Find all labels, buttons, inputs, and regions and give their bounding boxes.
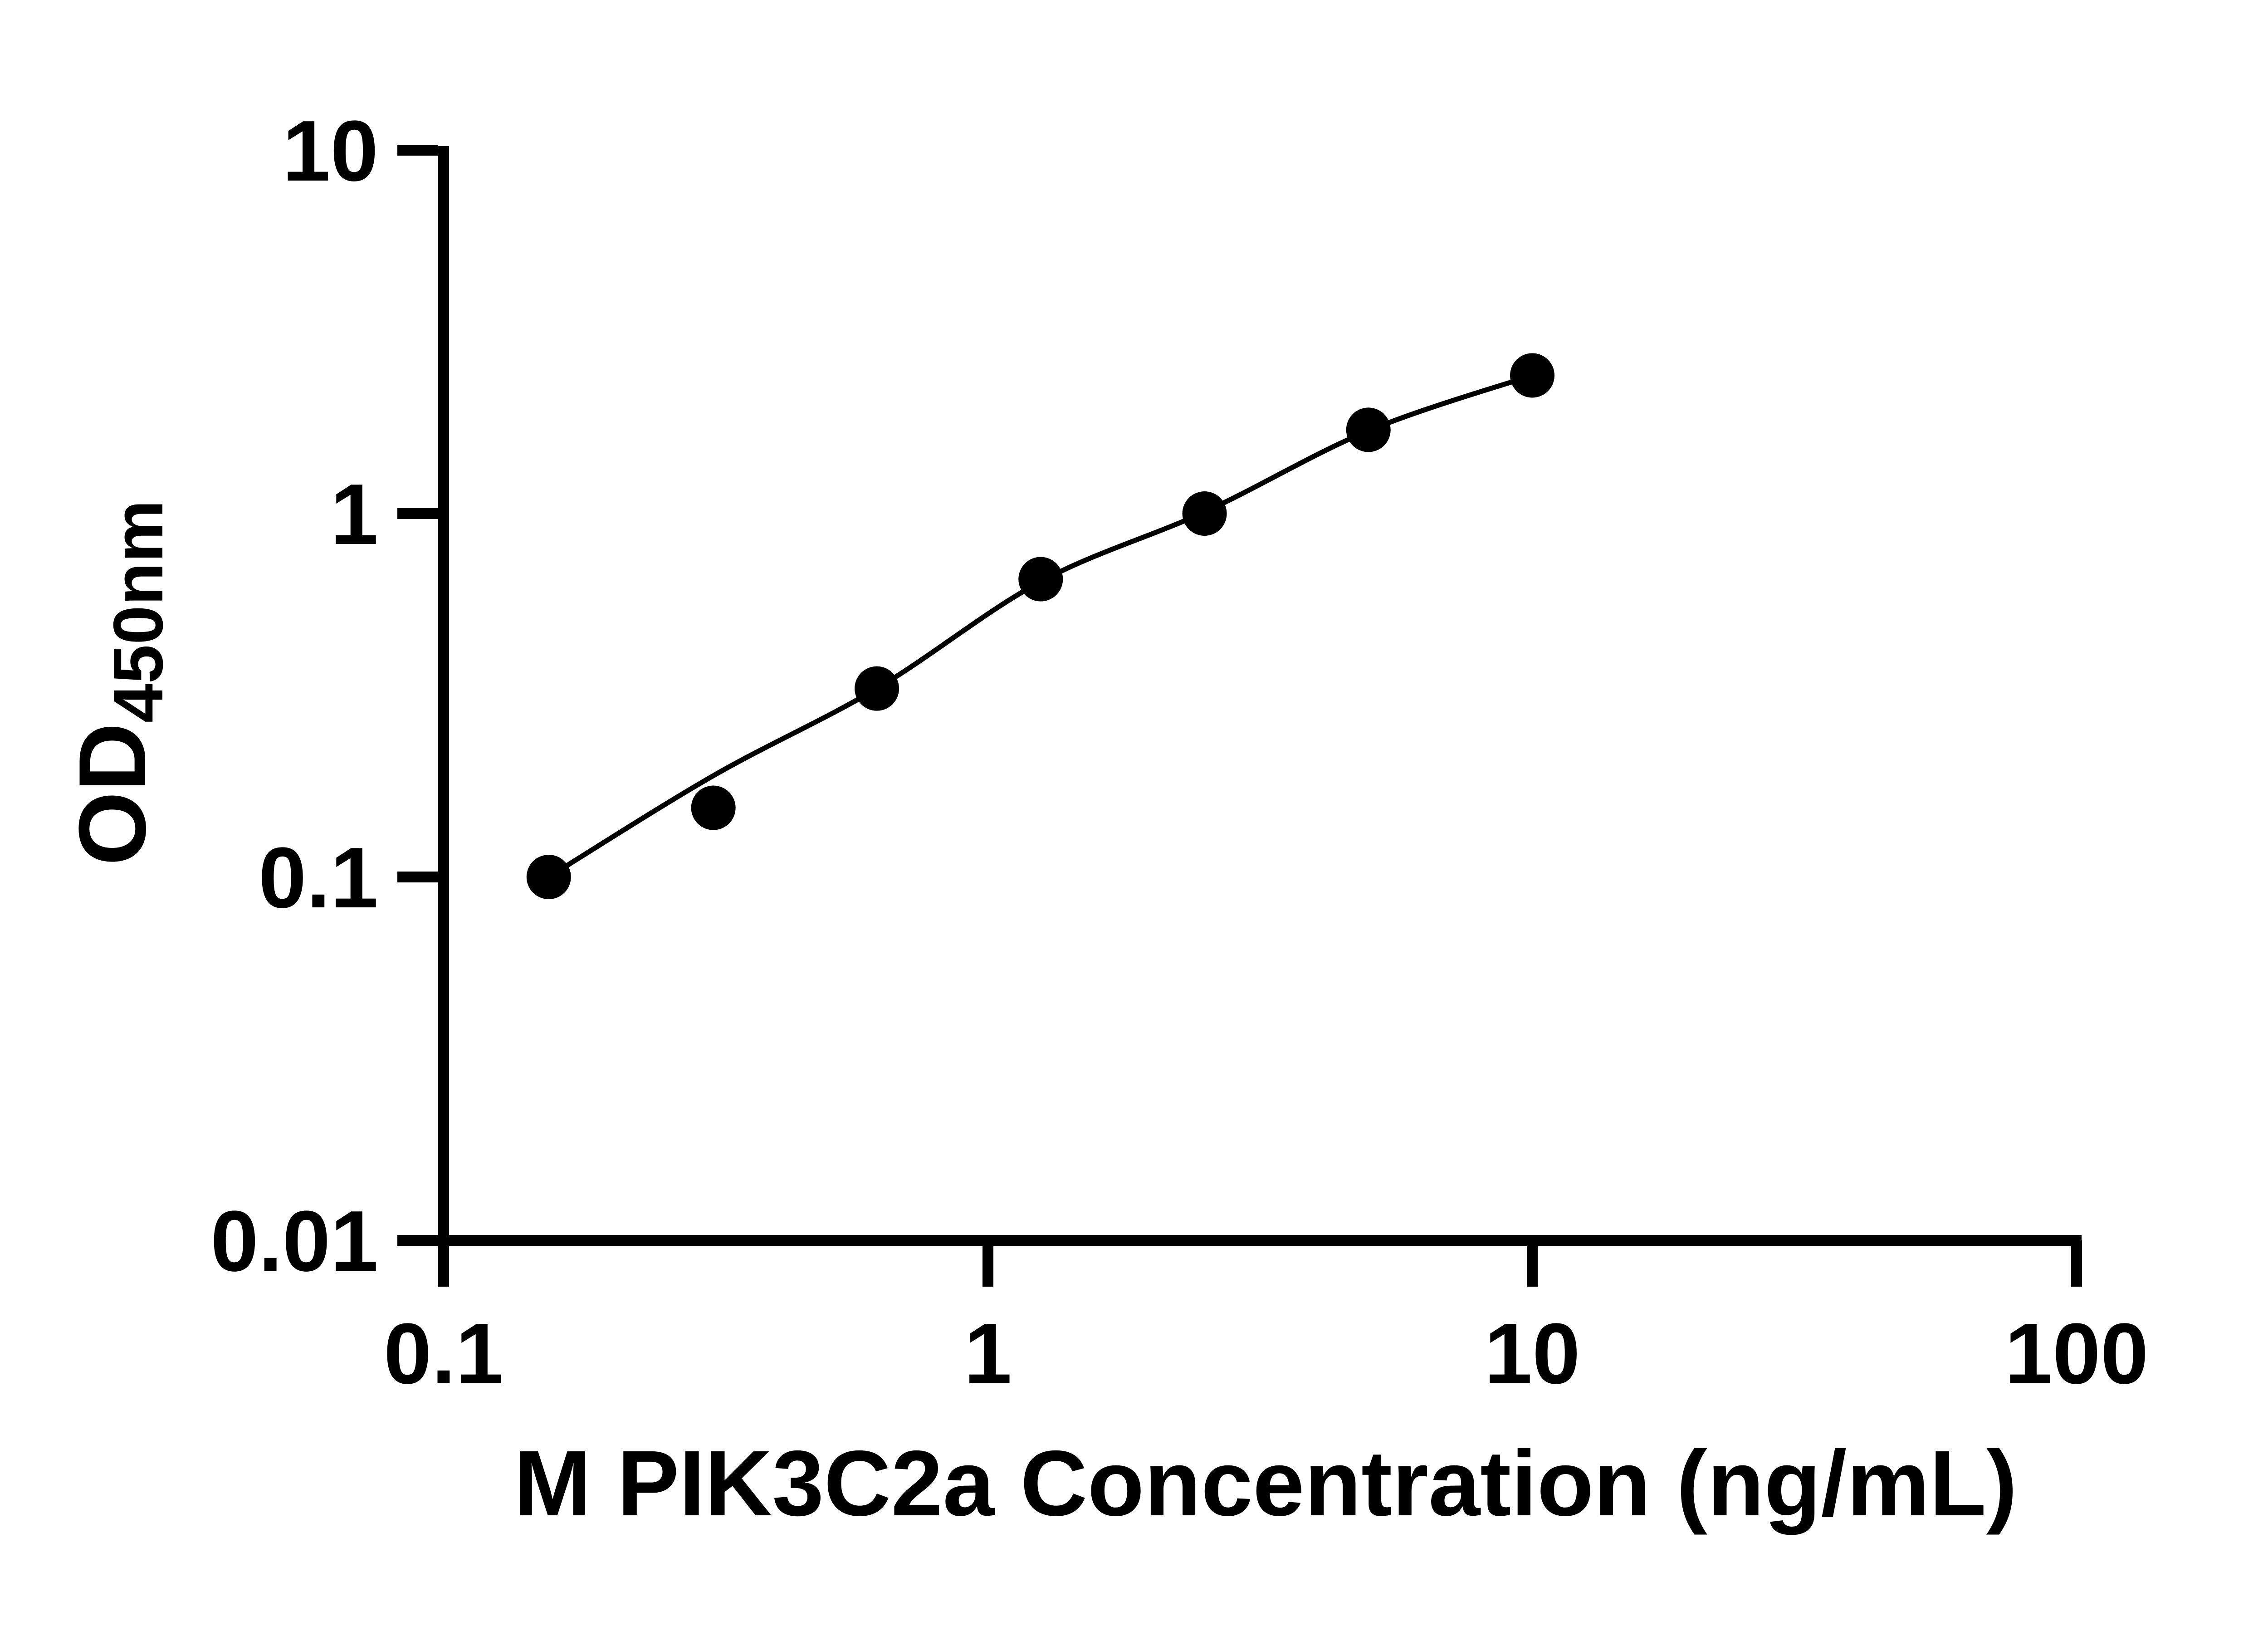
y-tick-label: 1: [330, 466, 378, 563]
y-axis-title-sub: 450nm: [99, 500, 177, 723]
data-point: [691, 785, 736, 830]
y-axis-title: OD450nm: [59, 500, 177, 866]
y-axis-title-main: OD: [59, 723, 166, 866]
x-tick-label: 100: [2004, 1306, 2148, 1402]
y-tick-label: 0.01: [210, 1193, 378, 1289]
data-point: [526, 855, 571, 899]
data-point: [855, 666, 899, 711]
y-tick-label: 0.1: [259, 830, 378, 926]
x-axis-title: M PIK3C2a Concentration (ng/mL): [514, 1431, 2017, 1535]
data-point: [1182, 491, 1227, 536]
y-ticks-group: 10 1 0.1 0.01: [210, 103, 438, 1289]
data-point: [1346, 407, 1391, 452]
x-tick-label: 1: [964, 1306, 1012, 1402]
x-tick-label: 0.1: [384, 1306, 503, 1402]
data-points-group: [526, 353, 1554, 899]
data-point: [1018, 557, 1063, 602]
y-tick-label: 10: [283, 103, 378, 199]
x-ticks-group: 0.1 1 10 100: [384, 1240, 2149, 1402]
data-point: [1510, 353, 1554, 398]
x-tick-label: 10: [1484, 1306, 1580, 1402]
